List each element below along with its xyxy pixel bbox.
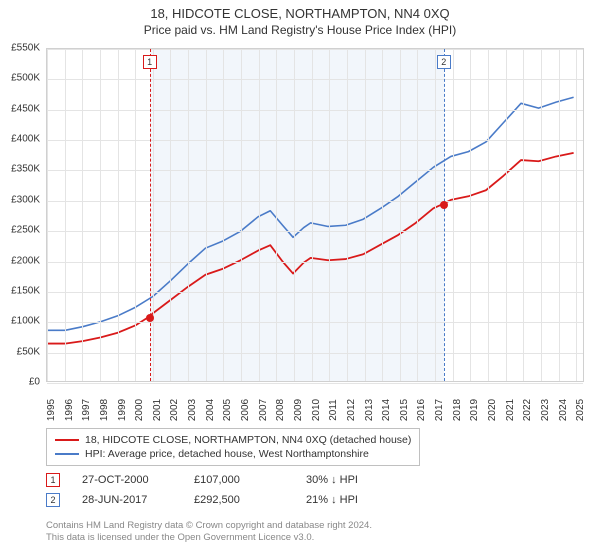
x-tick-label: 2014 xyxy=(381,399,392,421)
legend-row: HPI: Average price, detached house, West… xyxy=(55,447,411,461)
x-tick-label: 2011 xyxy=(328,399,339,421)
footer-line: Contains HM Land Registry data © Crown c… xyxy=(46,520,372,532)
x-tick-label: 2017 xyxy=(434,399,445,421)
y-tick-label: £450K xyxy=(11,103,40,114)
x-tick-label: 2021 xyxy=(505,399,516,421)
sale-marker-box: 2 xyxy=(46,493,60,507)
y-tick-label: £100K xyxy=(11,316,40,327)
x-tick-label: 2022 xyxy=(522,399,533,421)
x-tick-label: 2020 xyxy=(487,399,498,421)
x-tick-label: 2009 xyxy=(293,399,304,421)
sale-delta: 30% ↓ HPI xyxy=(306,474,396,486)
x-tick-label: 2023 xyxy=(540,399,551,421)
x-tick-label: 2015 xyxy=(399,399,410,421)
x-axis-labels: 1995 1996 1997 1998 1999 2000 2001 2002 2003 2004… xyxy=(46,382,584,422)
sale-date: 28-JUN-2017 xyxy=(82,494,172,506)
x-tick-label: 2003 xyxy=(187,399,198,421)
x-tick-label: 2018 xyxy=(452,399,463,421)
footer-line: This data is licensed under the Open Gov… xyxy=(46,532,372,544)
x-tick-label: 2005 xyxy=(222,399,233,421)
x-tick-label: 2007 xyxy=(258,399,269,421)
x-tick-label: 2006 xyxy=(240,399,251,421)
legend-swatch xyxy=(55,453,79,455)
plot-svg xyxy=(47,49,583,381)
sale-dot xyxy=(146,314,154,322)
x-tick-label: 2000 xyxy=(134,399,145,421)
sale-row: 2 28-JUN-2017 £292,500 21% ↓ HPI xyxy=(46,490,396,510)
chart-container: 18, HIDCOTE CLOSE, NORTHAMPTON, NN4 0XQ … xyxy=(0,0,600,560)
x-tick-label: 2004 xyxy=(205,399,216,421)
chart-subtitle: Price paid vs. HM Land Registry's House … xyxy=(0,21,600,41)
chart-title: 18, HIDCOTE CLOSE, NORTHAMPTON, NN4 0XQ xyxy=(0,0,600,21)
x-tick-label: 2013 xyxy=(364,399,375,421)
x-tick-label: 2019 xyxy=(469,399,480,421)
sale-marker-box: 1 xyxy=(46,473,60,487)
sale-records: 1 27-OCT-2000 £107,000 30% ↓ HPI 2 28-JU… xyxy=(46,470,396,510)
legend-label: 18, HIDCOTE CLOSE, NORTHAMPTON, NN4 0XQ … xyxy=(85,434,411,446)
y-tick-label: £500K xyxy=(11,73,40,84)
y-tick-label: £300K xyxy=(11,194,40,205)
sale-marker-flag: 2 xyxy=(437,55,451,69)
y-tick-label: £200K xyxy=(11,255,40,266)
x-tick-label: 2002 xyxy=(169,399,180,421)
y-tick-label: £0 xyxy=(29,377,40,388)
y-tick-label: £350K xyxy=(11,164,40,175)
y-tick-label: £150K xyxy=(11,285,40,296)
legend: 18, HIDCOTE CLOSE, NORTHAMPTON, NN4 0XQ … xyxy=(46,428,420,466)
x-tick-label: 1995 xyxy=(46,399,57,421)
y-axis-labels: £0£50K£100K£150K£200K£250K£300K£350K£400… xyxy=(0,48,42,382)
x-tick-label: 1997 xyxy=(81,399,92,421)
x-tick-label: 1998 xyxy=(99,399,110,421)
x-tick-label: 1999 xyxy=(117,399,128,421)
sale-delta: 21% ↓ HPI xyxy=(306,494,396,506)
sale-price: £107,000 xyxy=(194,474,284,486)
x-tick-label: 2024 xyxy=(558,399,569,421)
legend-label: HPI: Average price, detached house, West… xyxy=(85,448,369,460)
sale-price: £292,500 xyxy=(194,494,284,506)
x-tick-label: 2008 xyxy=(275,399,286,421)
y-tick-label: £400K xyxy=(11,134,40,145)
x-tick-label: 1996 xyxy=(64,399,75,421)
x-tick-label: 2016 xyxy=(416,399,427,421)
footer-attribution: Contains HM Land Registry data © Crown c… xyxy=(46,520,372,545)
y-tick-label: £50K xyxy=(17,346,40,357)
legend-row: 18, HIDCOTE CLOSE, NORTHAMPTON, NN4 0XQ … xyxy=(55,433,411,447)
x-tick-label: 2010 xyxy=(311,399,322,421)
sale-dot xyxy=(440,201,448,209)
x-tick-label: 2012 xyxy=(346,399,357,421)
y-tick-label: £250K xyxy=(11,225,40,236)
legend-swatch xyxy=(55,439,79,441)
plot-area: 12 xyxy=(46,48,584,382)
sale-marker-flag: 1 xyxy=(143,55,157,69)
sale-row: 1 27-OCT-2000 £107,000 30% ↓ HPI xyxy=(46,470,396,490)
x-tick-label: 2001 xyxy=(152,399,163,421)
y-tick-label: £550K xyxy=(11,43,40,54)
x-tick-label: 2025 xyxy=(575,399,586,421)
sale-date: 27-OCT-2000 xyxy=(82,474,172,486)
